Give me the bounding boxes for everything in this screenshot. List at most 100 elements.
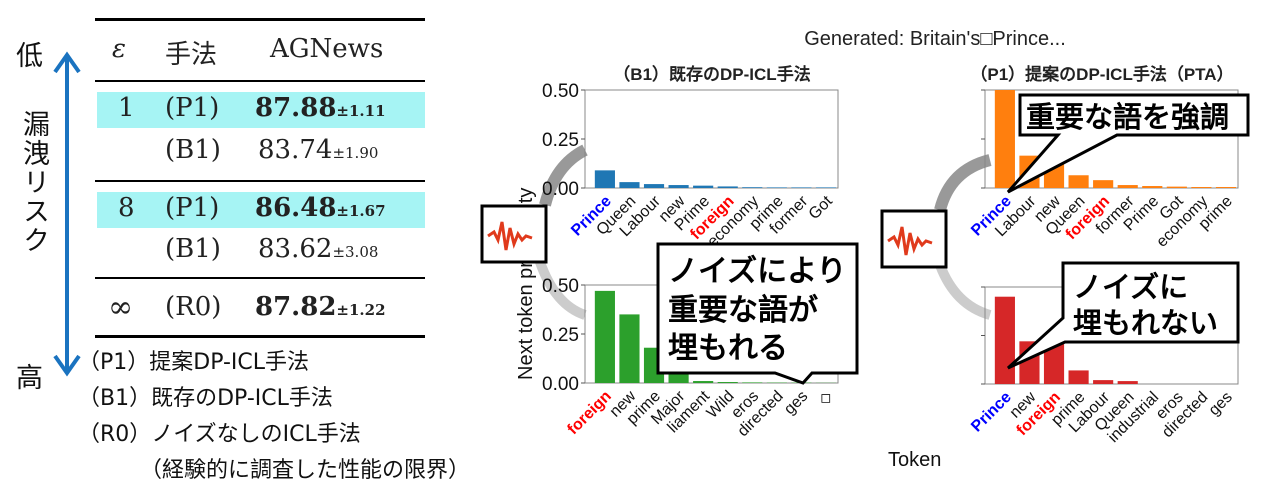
risk-low-label: 低 bbox=[16, 41, 43, 72]
arrow-to-top-b1 bbox=[539, 144, 588, 207]
risk-axis-label: 漏洩リスク bbox=[18, 110, 49, 255]
callout-line: ノイズに bbox=[1073, 270, 1188, 304]
legend-r0-note: （経験的に調査した性能の限界） bbox=[140, 458, 471, 483]
x-tick-label: foreign bbox=[564, 388, 614, 438]
y-tick-label: 0.25 bbox=[542, 325, 579, 346]
chart-title-p1: （P1）提案のDP-ICL手法（PTA） bbox=[970, 64, 1233, 84]
bar-Prime bbox=[1142, 186, 1163, 188]
y-tick-label: 0.50 bbox=[542, 81, 579, 102]
callout-line: 重要な語を強調 bbox=[1026, 100, 1229, 134]
header-method: 手法 bbox=[165, 40, 218, 70]
method: (R0) bbox=[165, 292, 222, 322]
header-epsilon: ε bbox=[112, 34, 126, 64]
bar-prime bbox=[1215, 187, 1237, 188]
bar-Wild bbox=[717, 382, 738, 383]
legend-p1: （P1）提案DP-ICL手法 bbox=[78, 350, 310, 375]
bar-foreign bbox=[717, 186, 738, 188]
bar-Got bbox=[815, 187, 837, 188]
score-std: ±1.11 bbox=[336, 102, 386, 120]
y-tick-label: 0.00 bbox=[542, 374, 579, 395]
bar-economy bbox=[742, 187, 763, 188]
bar-new bbox=[668, 185, 689, 188]
y-tick-label: 0.00 bbox=[542, 179, 579, 200]
bar-Prince bbox=[994, 90, 1015, 188]
x-tick-label: ◇ bbox=[815, 387, 836, 408]
method: (P1) bbox=[165, 93, 220, 123]
bar-former bbox=[791, 187, 812, 188]
eps-value: 8 bbox=[118, 193, 135, 223]
bar-Prince bbox=[594, 170, 615, 188]
arrow-to-bottom-p1 bbox=[935, 263, 992, 320]
bar-Queen bbox=[619, 182, 640, 188]
bar-Got bbox=[1166, 186, 1187, 188]
eps-value: 1 bbox=[118, 93, 135, 123]
score-value: 87.82 bbox=[255, 292, 337, 322]
callout-noise-buries: ノイズにより 重要な語が 埋もれる bbox=[656, 242, 859, 385]
highlight-row bbox=[97, 92, 425, 128]
x-tick-label: ges bbox=[1206, 389, 1236, 419]
bar-foreign bbox=[1043, 343, 1065, 384]
x-tick-label: ges bbox=[781, 388, 811, 418]
table-rule bbox=[95, 277, 425, 279]
bar-Labour bbox=[643, 184, 665, 188]
callout-line: 埋もれない bbox=[1073, 307, 1218, 340]
bar-eros bbox=[742, 382, 763, 383]
legend-b1: （B1）既存のDP-ICL手法 bbox=[78, 386, 333, 411]
arrow-to-top-p1 bbox=[934, 154, 992, 212]
bar-Queen bbox=[1117, 381, 1138, 384]
generated-text: Generated: Britain's□Prince... bbox=[804, 28, 1066, 50]
callout-emphasize: 重要な語を強調 bbox=[1006, 93, 1250, 194]
table-bottom-rule bbox=[95, 335, 425, 338]
arrow-to-bottom-b1 bbox=[535, 260, 587, 320]
bar-prime bbox=[1068, 370, 1089, 384]
risk-high-label: 高 bbox=[16, 363, 43, 394]
header-dataset: AGNews bbox=[270, 34, 384, 64]
callout-line: 重要な語が bbox=[668, 293, 818, 327]
x-tick-label: Got bbox=[806, 192, 837, 223]
score: 87.88±1.11 bbox=[255, 93, 386, 123]
method: (B1) bbox=[165, 135, 221, 165]
bar-foreign bbox=[594, 290, 615, 383]
eps-value: ∞ bbox=[108, 290, 133, 325]
bar-chart-0: 0.000.250.50PrinceQueenLabournewPrimefor… bbox=[542, 81, 839, 251]
bar-liament bbox=[693, 381, 714, 383]
bar-Major bbox=[668, 373, 689, 383]
table-rule bbox=[95, 80, 425, 82]
score-value: 83.74 bbox=[258, 135, 333, 165]
score-value: 87.88 bbox=[255, 93, 337, 123]
callout-line: ノイズにより bbox=[668, 254, 847, 288]
table-top-rule bbox=[95, 18, 425, 21]
score: 83.74±1.90 bbox=[258, 135, 378, 165]
highlight-row bbox=[97, 192, 425, 228]
callout-line: 埋もれる bbox=[668, 332, 788, 365]
method: (B1) bbox=[165, 234, 221, 264]
bar-foreign bbox=[1093, 180, 1114, 188]
bar-Prime bbox=[693, 185, 714, 188]
bar-Prince bbox=[994, 296, 1015, 384]
legend-r0: （R0）ノイズなしのICL手法 bbox=[78, 422, 361, 447]
bar-Queen bbox=[1068, 175, 1089, 188]
score-std: ±1.90 bbox=[332, 144, 379, 162]
bar-economy bbox=[1191, 187, 1212, 188]
score-std: ±1.67 bbox=[336, 202, 386, 220]
method: (P1) bbox=[165, 193, 220, 223]
bar-prime bbox=[766, 187, 787, 188]
bar-new bbox=[619, 314, 640, 383]
risk-arrow bbox=[53, 51, 81, 377]
score: 83.62±3.08 bbox=[258, 234, 378, 264]
score-std: ±1.22 bbox=[336, 301, 386, 319]
table-rule bbox=[95, 180, 425, 182]
score-value: 86.48 bbox=[255, 193, 337, 223]
bar-Labour bbox=[1093, 380, 1114, 384]
y-tick-label: 0.25 bbox=[542, 130, 579, 151]
score-value: 83.62 bbox=[258, 234, 333, 264]
score: 86.48±1.67 bbox=[255, 193, 386, 223]
callout-not-buried: ノイズに 埋もれない bbox=[1006, 261, 1240, 370]
x-axis-label: Token bbox=[888, 449, 941, 471]
noise-icon bbox=[480, 204, 548, 264]
score-std: ±3.08 bbox=[332, 243, 379, 261]
score: 87.82±1.22 bbox=[255, 292, 386, 322]
plot-frame bbox=[584, 89, 839, 189]
chart-title-b1: （B1）既存のDP-ICL手法 bbox=[613, 64, 810, 84]
